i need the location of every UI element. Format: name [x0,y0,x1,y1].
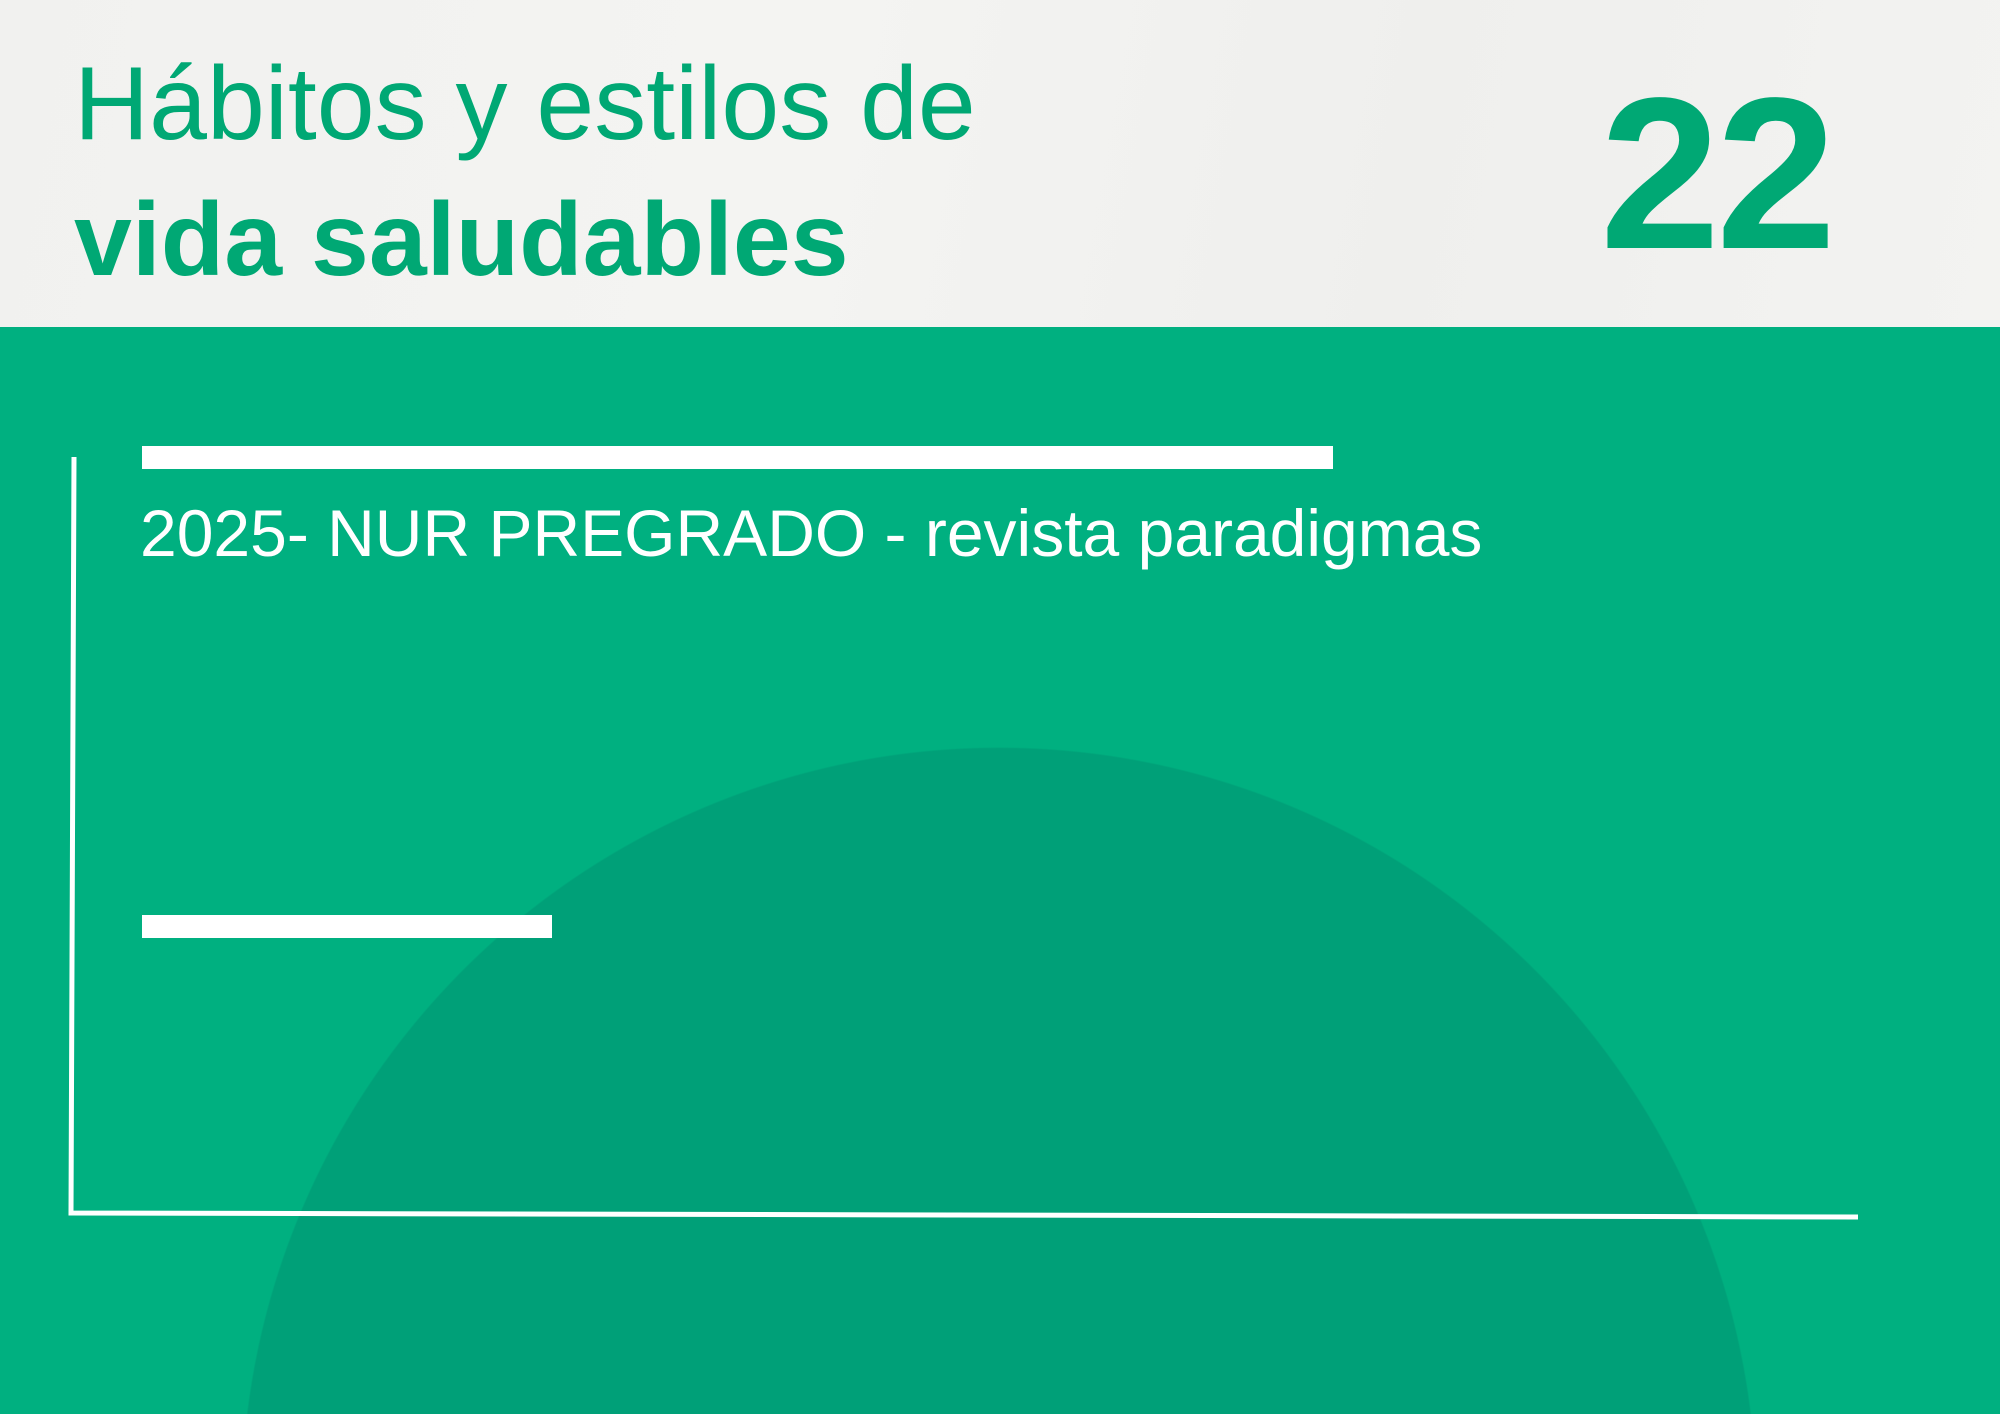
top-white-bar [142,446,1333,469]
issue-number: 22 [1600,52,1836,294]
subtitle: 2025- NUR PREGRADO - revista paradigmas [140,496,1483,570]
cover-panel-with-decorative-circle [0,327,2000,1414]
header-band: Hábitos y estilos de vida saludables 22 [0,0,2000,327]
bottom-white-bar [142,915,552,938]
title-line-1: Hábitos y estilos de [74,46,976,162]
corner-frame-line [68,456,1859,1220]
title-line-2: vida saludables [74,182,849,298]
